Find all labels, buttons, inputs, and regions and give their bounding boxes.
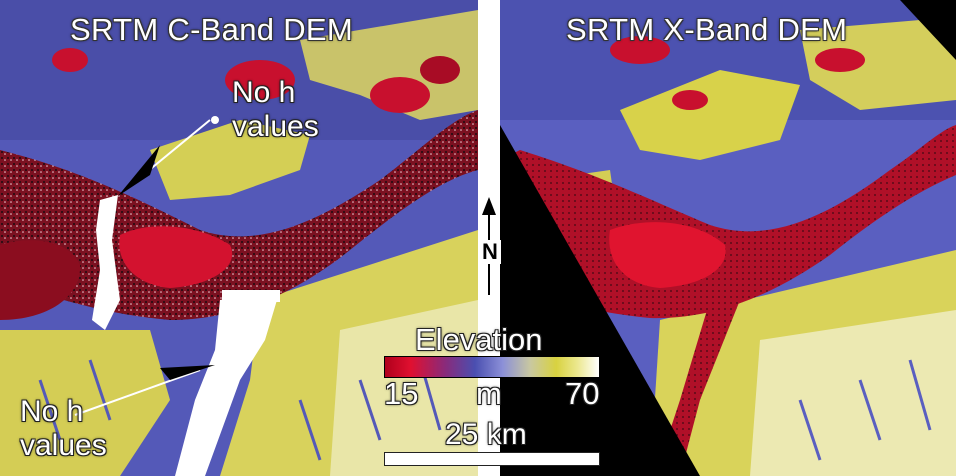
no-h-values-label-lower: No h values <box>20 395 107 463</box>
x-band-panel: SRTM X-Band DEM <box>500 0 956 476</box>
c-band-title: SRTM C-Band DEM <box>70 12 353 47</box>
no-h-values-lower-line2: values <box>20 429 107 462</box>
no-h-values-upper-line1: No h <box>232 76 296 109</box>
scale-bar <box>384 452 600 466</box>
scale-bar-label: 25 km <box>445 418 527 451</box>
no-h-values-upper-line2: values <box>232 110 319 143</box>
x-band-dem-map <box>500 0 956 476</box>
legend-min: 15 <box>384 376 419 411</box>
no-data-region-left <box>500 125 700 476</box>
legend-title: Elevation <box>415 322 543 357</box>
no-data-region-top-right <box>900 0 956 60</box>
north-label: N <box>479 240 501 264</box>
x-band-title: SRTM X-Band DEM <box>566 12 848 47</box>
legend-unit: m <box>476 376 502 411</box>
no-h-values-lower-line1: No h <box>20 395 84 428</box>
c-band-dem-map <box>0 0 478 476</box>
legend-max: 70 <box>565 376 600 411</box>
elevation-colorbar <box>384 356 600 378</box>
c-band-panel: SRTM C-Band DEM No h values No h values <box>0 0 478 476</box>
no-h-values-label-upper: No h values <box>232 76 319 144</box>
